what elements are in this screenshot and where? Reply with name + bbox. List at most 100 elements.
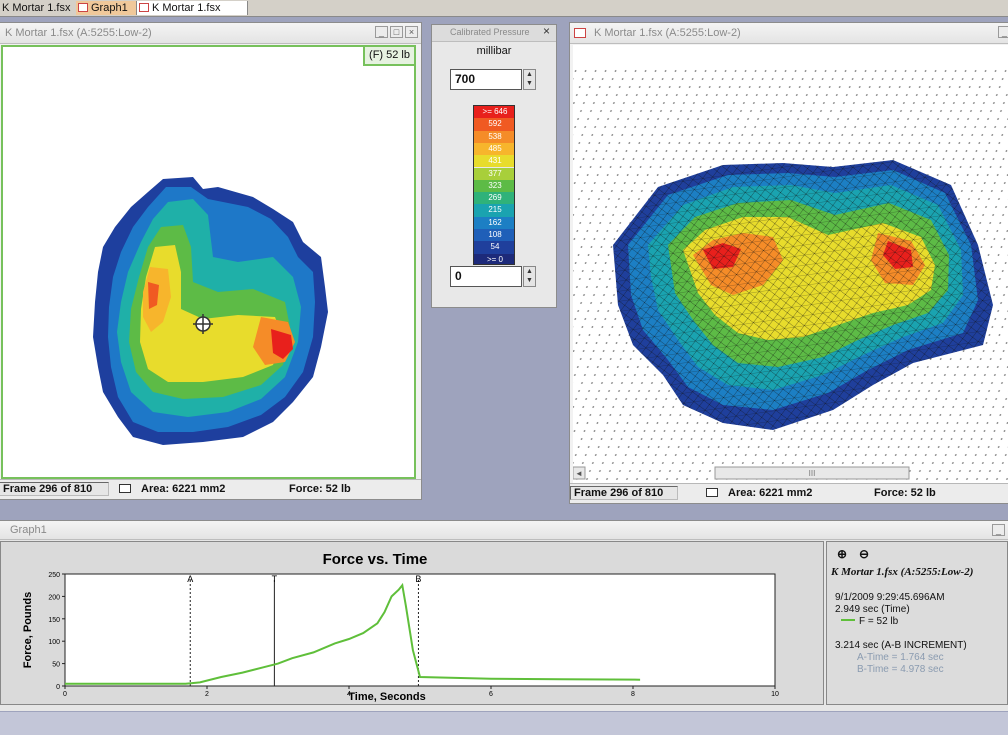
minimize-button[interactable]: _ [998,26,1008,38]
window-titlebar: Graph1 _ [0,521,1008,540]
info-b-time: B-Time = 4.978 sec [857,664,944,675]
window-title: Graph1 [10,524,47,536]
graph-window: Graph1 _ Force vs. Time 0 50 100 150 200 250 … [0,520,1008,711]
chart-title: Force vs. Time [323,551,428,568]
panel-title: Calibrated Pressure [450,27,530,37]
zoom-in-icon[interactable]: ⊕ [837,547,848,561]
tab-graph1[interactable]: Graph1 [76,1,141,15]
legend-level: 269 [474,192,514,205]
pressure-map-3d-window: K Mortar 1.fsx (A:5255:Low-2) _ [569,22,1008,504]
y-tick-label: 100 [48,639,60,646]
legend-level: 538 [474,130,514,143]
frame-field [570,486,678,500]
y-tick-label: 150 [48,617,60,624]
time-marker-label: T [272,574,278,584]
window-titlebar: K Mortar 1.fsx (A:5255:Low-2) _ [570,23,1008,44]
minimize-button[interactable]: _ [992,524,1005,536]
minimize-button[interactable]: _ [375,26,388,38]
time-marker-label: A [187,574,193,584]
y-tick-label: 200 [48,594,60,601]
info-force-row: F = 52 lb [835,616,898,627]
close-button[interactable]: × [405,26,418,38]
legend-swatch [841,619,855,621]
info-file: K Mortar 1.fsx (A:5255:Low-2) [831,566,974,578]
y-tick-label: 250 [48,572,60,579]
pressure-surface-3d: III ◄ [573,65,1008,485]
area-icon [706,488,718,497]
panel-titlebar: Calibrated Pressure × [432,25,556,42]
tab-k-mortar-1-active[interactable]: K Mortar 1.fsx [136,1,248,15]
time-marker-label: B [415,574,421,584]
legend-level: 592 [474,118,514,131]
frame-field [0,482,109,496]
legend-level: >= 0 [474,253,514,264]
info-time: 2.949 sec (Time) [835,604,910,615]
graph-icon [139,3,149,12]
svg-text:III: III [809,469,816,478]
document-tab-strip: K Mortar 1.fsx Graph1 K Mortar 1.fsx [0,0,1008,17]
statusbar: Frame 296 of 810 Area: 6221 mm2 Force: 5… [570,483,1008,503]
force-badge: (F) 52 lb [363,47,414,66]
window-title: K Mortar 1.fsx (A:5255:Low-2) [594,27,741,39]
max-pressure-input[interactable]: 700 [450,69,522,90]
legend-level: 377 [474,167,514,180]
close-icon[interactable]: × [542,24,550,38]
min-pressure-input[interactable]: 0 [450,266,522,287]
legend-level: 323 [474,179,514,193]
area-readout: Area: 6221 mm2 [141,483,226,495]
force-time-chart-area: Force vs. Time 0 50 100 150 200 250 0 2 4 6 8 10 A… [0,541,824,705]
x-axis-label: Time, Seconds [348,691,425,703]
graph-icon [574,28,586,38]
x-tick-label: 0 [63,691,67,698]
x-tick-label: 8 [631,691,635,698]
statusbar: Frame 296 of 810 Area: 6221 mm2 Force: 5… [0,479,421,499]
area-icon [119,484,131,493]
tab-k-mortar-1[interactable]: K Mortar 1.fsx [0,1,79,15]
graph-info-panel: ⊕ ⊖ K Mortar 1.fsx (A:5255:Low-2) 9/1/20… [826,541,1008,705]
tab-label: Graph1 [91,2,128,14]
plot-area [64,573,776,687]
info-datetime: 9/1/2009 9:29:45.696AM [835,592,945,603]
legend-level: 215 [474,204,514,217]
graph-icon [78,3,88,12]
crosshair-cursor [193,314,213,334]
force-time-chart[interactable]: Force vs. Time 0 50 100 150 200 250 0 2 4 6 8 10 A… [1,542,823,704]
svg-text:◄: ◄ [575,469,583,478]
y-tick-label: 0 [56,684,60,691]
y-tick-label: 50 [52,662,60,669]
x-tick-label: 10 [771,691,779,698]
force-series-line [65,582,641,685]
calibrated-pressure-panel: Calibrated Pressure × millibar 700 ▲ ▼ >=… [431,24,557,308]
window-titlebar: K Mortar 1.fsx (A:5255:Low-2) _ □ × [0,23,421,44]
tab-label: K Mortar 1.fsx [152,2,221,14]
zoom-out-icon[interactable]: ⊖ [859,547,870,561]
info-increment: 3.214 sec (A-B INCREMENT) [835,640,967,651]
legend-level: >= 646 [474,106,514,119]
legend-level: 431 [474,155,514,168]
pressure-map-3d-canvas[interactable]: III ◄ [573,45,1008,485]
pressure-map-2d-window: K Mortar 1.fsx (A:5255:Low-2) _ □ × (F) 52… [0,22,422,500]
legend-level: 54 [474,241,514,254]
info-a-time: A-Time = 1.764 sec [857,652,944,663]
x-tick-label: 6 [489,691,493,698]
pressure-map-image [93,177,328,445]
force-readout: Force: 52 lb [289,483,351,495]
maximize-button[interactable]: □ [390,26,403,38]
frame-readout: Frame 296 of 810 [3,483,93,495]
max-pressure-stepper[interactable]: ▲ ▼ [523,69,536,90]
unit-label: millibar [476,45,512,57]
x-tick-label: 4 [347,691,351,698]
area-readout: Area: 6221 mm2 [728,487,813,499]
pressure-map-canvas[interactable]: (F) 52 lb [1,45,416,479]
legend-level: 485 [474,142,514,156]
force-readout: Force: 52 lb [874,487,936,499]
horizontal-scrollbar[interactable] [714,466,910,480]
y-axis-label: Force, Pounds [22,592,34,668]
legend-level: 162 [474,216,514,229]
x-tick-label: 2 [205,691,209,698]
frame-readout: Frame 296 of 810 [574,487,664,499]
legend-level: 108 [474,229,514,242]
min-pressure-stepper[interactable]: ▲ ▼ [523,266,536,287]
tab-label: K Mortar 1.fsx [2,2,71,14]
window-title: K Mortar 1.fsx (A:5255:Low-2) [5,27,152,39]
